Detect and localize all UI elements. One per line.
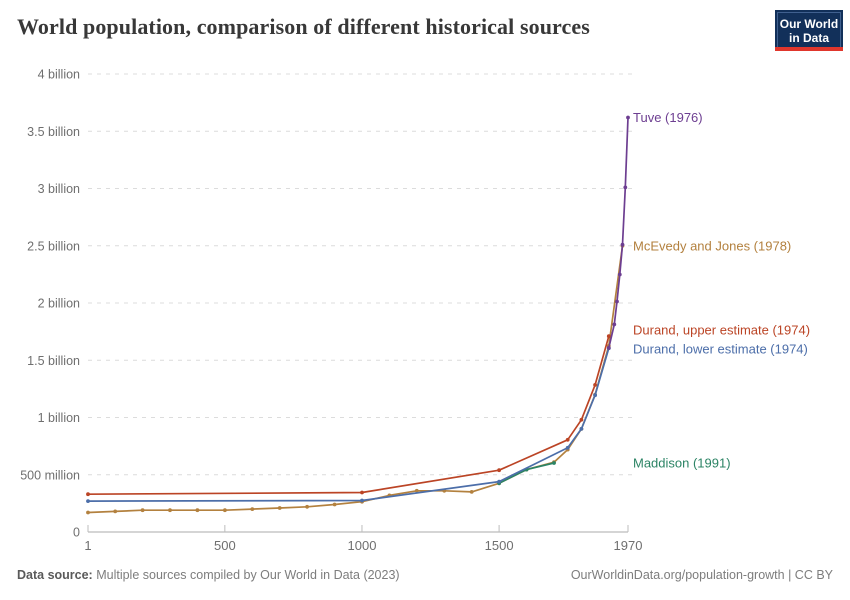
y-tick-label: 1 billion: [38, 411, 80, 425]
data-point[interactable]: [579, 417, 584, 422]
data-point[interactable]: [612, 322, 617, 327]
data-point[interactable]: [113, 509, 118, 514]
data-point[interactable]: [414, 488, 419, 493]
data-point[interactable]: [305, 504, 309, 509]
chart-footer: Data source: Multiple sources compiled b…: [17, 568, 833, 582]
series-end-label-tuve-1976: Tuve (1976): [633, 110, 703, 125]
data-point[interactable]: [195, 508, 200, 513]
data-point[interactable]: [86, 499, 90, 503]
series-end-label-durand-lower-1974: Durand, lower estimate (1974): [633, 342, 808, 357]
data-source-note: Data source: Multiple sources compiled b…: [17, 568, 400, 582]
owid-logo-line2: in Data: [788, 30, 829, 45]
y-tick-label: 2 billion: [38, 297, 80, 311]
series-line-mcevedy-jones-1978[interactable]: [87, 244, 624, 514]
data-point[interactable]: [332, 502, 337, 507]
data-point[interactable]: [86, 492, 90, 497]
y-tick-label: 500 million: [20, 468, 80, 482]
series-end-label-mcevedy-jones-1978: McEvedy and Jones (1978): [633, 238, 791, 253]
x-tick-label: 1500: [485, 538, 514, 553]
series-durand-upper-1974[interactable]: [86, 334, 611, 497]
y-tick-label: 4 billion: [38, 68, 80, 82]
data-point[interactable]: [250, 507, 255, 511]
y-tick-label: 2.5 billion: [27, 239, 80, 253]
data-point[interactable]: [497, 468, 501, 473]
data-point[interactable]: [360, 490, 364, 495]
data-point[interactable]: [168, 508, 172, 513]
data-point[interactable]: [497, 479, 501, 484]
data-point[interactable]: [552, 461, 556, 465]
x-tick-label: 500: [214, 538, 236, 553]
data-point[interactable]: [565, 437, 570, 442]
series-maddison-1991[interactable]: [497, 461, 556, 486]
series-tuve-1976[interactable]: [606, 115, 630, 350]
owid-logo-red-bar: [775, 47, 843, 51]
data-point[interactable]: [223, 508, 227, 513]
data-point[interactable]: [593, 383, 597, 387]
x-tick-label: 1: [84, 538, 91, 553]
series-line-tuve-1976[interactable]: [607, 116, 629, 349]
series-line-durand-lower-1974[interactable]: [87, 347, 610, 502]
data-point[interactable]: [606, 346, 611, 350]
owid-logo: Our World in Data: [775, 10, 843, 51]
y-tick-label: 3.5 billion: [27, 125, 80, 139]
line-chart[interactable]: 0 500 million 1 billion 1.5 billion 2 billio…: [0, 0, 850, 560]
data-point[interactable]: [277, 506, 282, 510]
y-tick-label: 1.5 billion: [27, 354, 80, 368]
credit-link: OurWorldinData.org/population-growth | C…: [570, 568, 833, 582]
data-point[interactable]: [140, 508, 145, 513]
data-point[interactable]: [469, 490, 474, 494]
y-gridlines: [88, 73, 632, 476]
data-point[interactable]: [593, 393, 597, 398]
data-source-label: Data source:: [17, 568, 93, 582]
series-mcevedy-jones-1978[interactable]: [86, 243, 625, 515]
series-end-label-durand-upper-1974: Durand, upper estimate (1974): [633, 323, 810, 338]
owid-logo-line1: Our World: [779, 16, 839, 31]
data-point[interactable]: [565, 445, 570, 450]
y-axis-labels: 0 500 million 1 billion 1.5 billion 2 billio…: [20, 68, 80, 540]
data-point[interactable]: [579, 427, 584, 431]
y-tick-label: 0: [73, 526, 80, 540]
series-durand-lower-1974[interactable]: [86, 346, 611, 503]
data-point[interactable]: [617, 272, 622, 277]
data-source-text: Multiple sources compiled by Our World i…: [92, 568, 400, 582]
y-tick-label: 3 billion: [38, 182, 80, 196]
plot-area[interactable]: [86, 115, 630, 515]
data-point[interactable]: [86, 510, 90, 515]
x-tick-label: 1970: [614, 538, 643, 553]
series-end-label-maddison-1991: Maddison (1991): [633, 456, 731, 471]
chart-title: World population, comparison of differen…: [17, 14, 590, 39]
x-tick-label: 1000: [348, 538, 377, 553]
data-point[interactable]: [620, 242, 625, 247]
data-point[interactable]: [626, 115, 630, 120]
data-point[interactable]: [606, 334, 611, 339]
data-point[interactable]: [615, 299, 619, 304]
x-axis: 1 500 1000 1500 1970: [84, 525, 642, 553]
data-point[interactable]: [360, 498, 364, 503]
data-point[interactable]: [623, 185, 628, 190]
